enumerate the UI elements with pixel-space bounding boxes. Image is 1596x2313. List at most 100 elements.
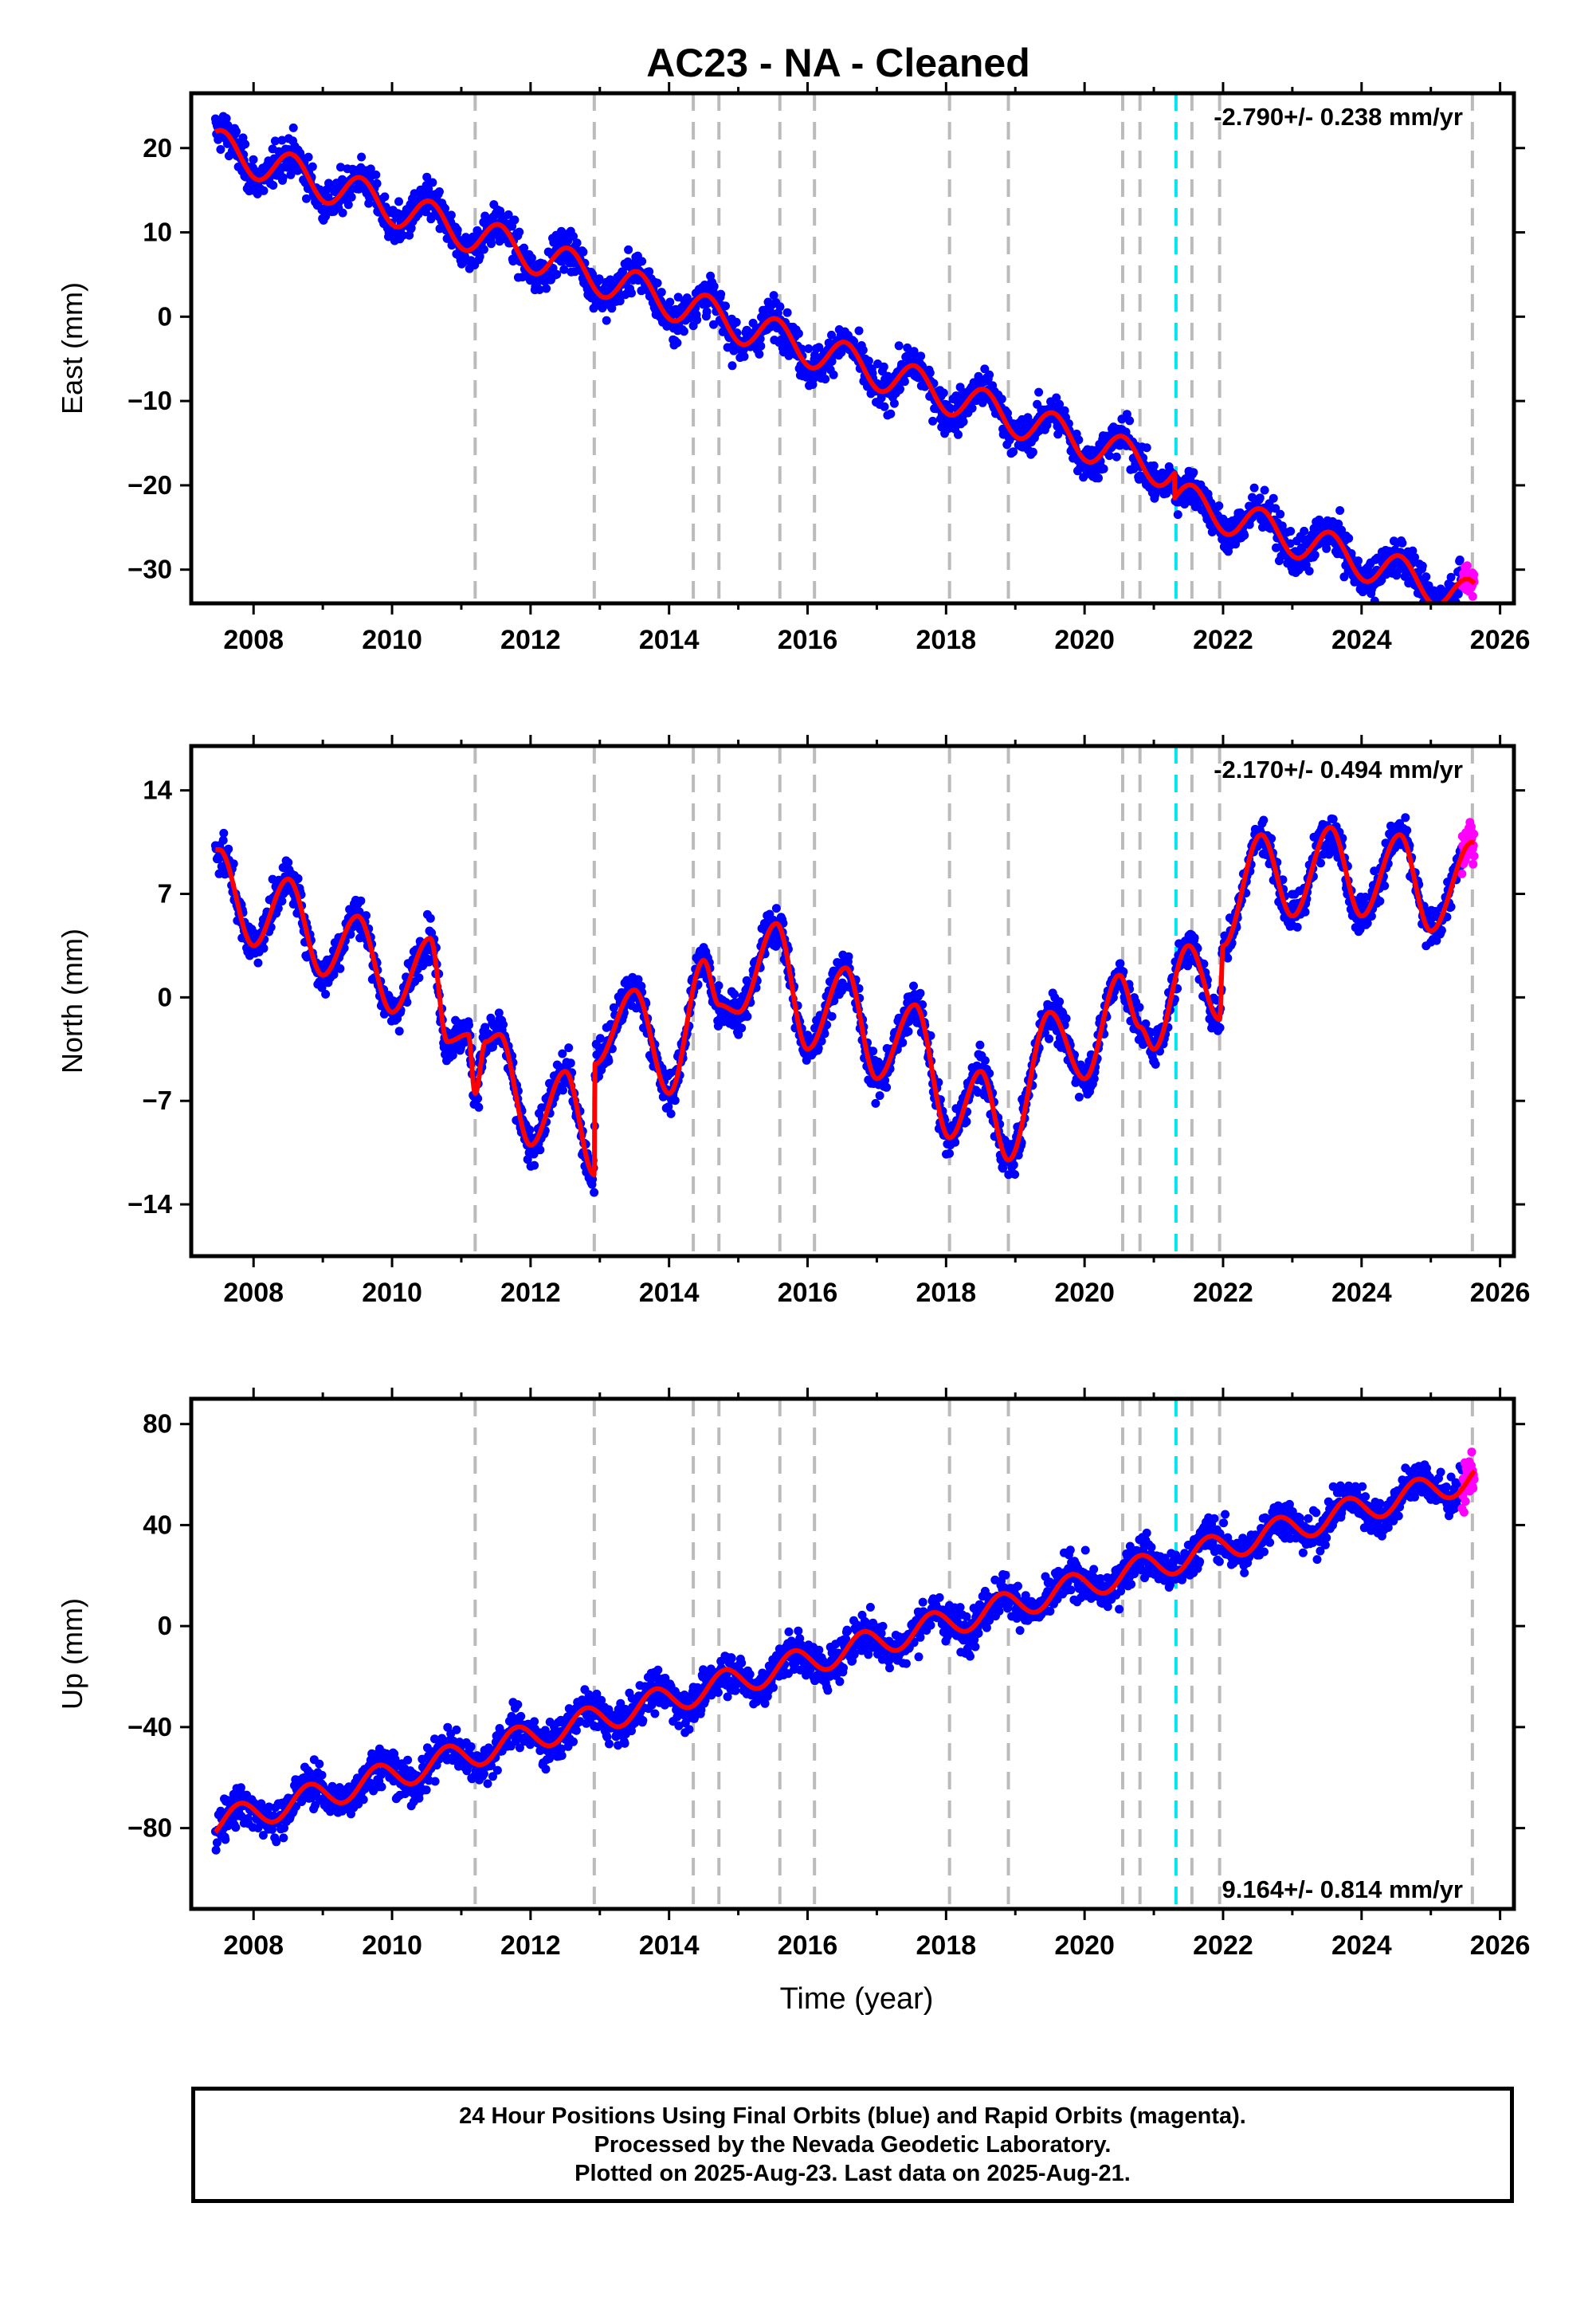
- final-orbit-point: [422, 172, 432, 182]
- final-orbit-point: [590, 1188, 599, 1197]
- final-orbit-point: [880, 402, 889, 411]
- final-orbit-point: [657, 288, 666, 297]
- final-orbit-point: [679, 327, 688, 336]
- final-orbit-point: [427, 212, 437, 222]
- final-orbit-point: [602, 316, 611, 325]
- final-orbit-point: [1401, 813, 1410, 823]
- final-orbit-point: [869, 1047, 878, 1056]
- final-orbit-point: [1260, 485, 1269, 495]
- final-orbit-point: [1439, 607, 1448, 616]
- final-orbit-point: [406, 223, 416, 233]
- final-orbit-point: [1437, 611, 1446, 619]
- final-orbit-point: [559, 265, 569, 274]
- final-orbit-point: [453, 226, 462, 234]
- final-orbit-point: [702, 307, 712, 316]
- final-orbit-point: [428, 178, 437, 187]
- x-tick-label: 2008: [223, 625, 284, 655]
- final-orbit-point: [1455, 556, 1465, 564]
- final-orbit-point: [909, 981, 918, 991]
- final-orbit-point: [1433, 619, 1442, 627]
- final-orbit-point: [1442, 614, 1451, 622]
- final-orbit-point: [804, 344, 814, 353]
- final-orbit-point: [347, 192, 356, 202]
- final-orbit-point: [1045, 1034, 1054, 1043]
- final-orbit-point: [1249, 483, 1259, 493]
- final-orbit-point: [336, 163, 345, 172]
- final-orbit-point: [569, 232, 578, 241]
- final-orbit-point: [1028, 447, 1037, 457]
- x-tick-label: 2026: [1470, 625, 1531, 655]
- final-orbit-point: [1112, 452, 1121, 461]
- final-orbit-point: [371, 170, 381, 179]
- final-orbit-point: [564, 1043, 574, 1053]
- final-orbit-point: [771, 904, 781, 913]
- final-orbit-point: [394, 1027, 404, 1036]
- final-orbit-point: [530, 1160, 539, 1170]
- rapid-orbit-point: [1469, 859, 1478, 869]
- y-tick-label: −20: [127, 470, 172, 500]
- final-orbit-point: [827, 1011, 837, 1021]
- final-orbit-point: [542, 284, 551, 293]
- final-orbit-point: [1304, 567, 1314, 575]
- x-tick-label: 2010: [362, 625, 422, 655]
- final-orbit-point: [1421, 572, 1431, 582]
- final-orbit-point: [510, 215, 520, 225]
- final-orbit-point: [653, 278, 662, 288]
- final-orbit-point: [1425, 605, 1433, 614]
- final-orbit-point: [714, 981, 723, 991]
- final-orbit-point: [1335, 506, 1345, 515]
- final-orbit-point: [666, 1109, 676, 1118]
- final-orbit-point: [844, 952, 853, 961]
- final-orbit-point: [1116, 959, 1125, 968]
- final-orbit-point: [1402, 826, 1412, 835]
- final-orbit-point: [882, 1082, 892, 1092]
- final-orbit-point: [1435, 623, 1444, 632]
- final-orbit-point: [372, 179, 382, 188]
- final-orbit-point: [1055, 997, 1065, 1007]
- final-orbit-point: [559, 257, 567, 266]
- final-orbit-point: [441, 204, 449, 214]
- final-orbit-point: [1149, 461, 1159, 470]
- final-orbit-point: [829, 370, 838, 379]
- final-orbit-point: [302, 194, 311, 203]
- x-tick-label: 2022: [1193, 625, 1253, 655]
- final-orbit-point: [479, 245, 488, 254]
- final-orbit-point: [1316, 858, 1325, 868]
- final-orbit-point: [1151, 1059, 1160, 1069]
- final-orbit-point: [1432, 614, 1441, 622]
- final-orbit-point: [928, 416, 938, 426]
- final-orbit-point: [535, 1145, 545, 1155]
- final-orbit-point: [997, 395, 1006, 404]
- final-orbit-point: [1292, 922, 1302, 932]
- final-orbit-point: [1034, 387, 1044, 397]
- final-orbit-point: [1375, 897, 1385, 906]
- x-tick-label: 2014: [639, 625, 700, 655]
- final-orbit-point: [446, 210, 456, 220]
- y-tick-label: −7: [142, 1086, 172, 1115]
- plot-area: [210, 93, 1479, 632]
- final-orbit-point: [1300, 526, 1309, 536]
- x-tick-label: 2008: [223, 1278, 284, 1308]
- final-orbit-point: [219, 828, 229, 838]
- rapid-orbit-point: [1469, 829, 1479, 838]
- final-orbit-point: [335, 964, 345, 973]
- x-tick-label: 2020: [1054, 625, 1115, 655]
- final-orbit-point: [1380, 881, 1390, 890]
- final-orbit-point: [425, 913, 435, 923]
- rapid-orbit-point: [1469, 851, 1479, 861]
- final-orbit-point: [898, 1038, 908, 1047]
- final-orbit-point: [1074, 1093, 1084, 1102]
- final-orbit-point: [1094, 473, 1103, 483]
- x-tick-label: 2016: [778, 625, 838, 655]
- rapid-orbit-point: [1462, 561, 1472, 571]
- final-orbit-point: [962, 1117, 971, 1126]
- final-orbit-point: [321, 989, 331, 999]
- final-orbit-point: [1215, 1023, 1225, 1032]
- final-orbit-point: [1099, 464, 1108, 473]
- final-orbit-point: [1344, 533, 1354, 543]
- rate-label: -2.790+/- 0.238 mm/yr: [1214, 103, 1463, 131]
- final-orbit-point: [1061, 1014, 1071, 1023]
- y-axis-label: East (mm): [56, 282, 88, 414]
- final-orbit-point: [939, 388, 948, 398]
